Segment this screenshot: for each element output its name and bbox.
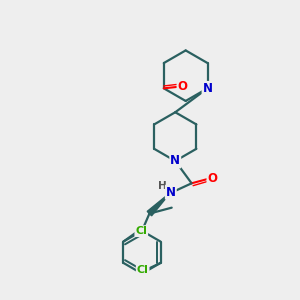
- Text: Cl: Cl: [135, 226, 147, 236]
- Text: Cl: Cl: [137, 266, 148, 275]
- Polygon shape: [147, 192, 171, 216]
- Text: N: N: [202, 82, 212, 95]
- Text: O: O: [207, 172, 218, 185]
- Text: N: N: [166, 186, 176, 199]
- Text: N: N: [170, 154, 180, 167]
- Text: O: O: [178, 80, 188, 93]
- Text: H: H: [158, 181, 167, 191]
